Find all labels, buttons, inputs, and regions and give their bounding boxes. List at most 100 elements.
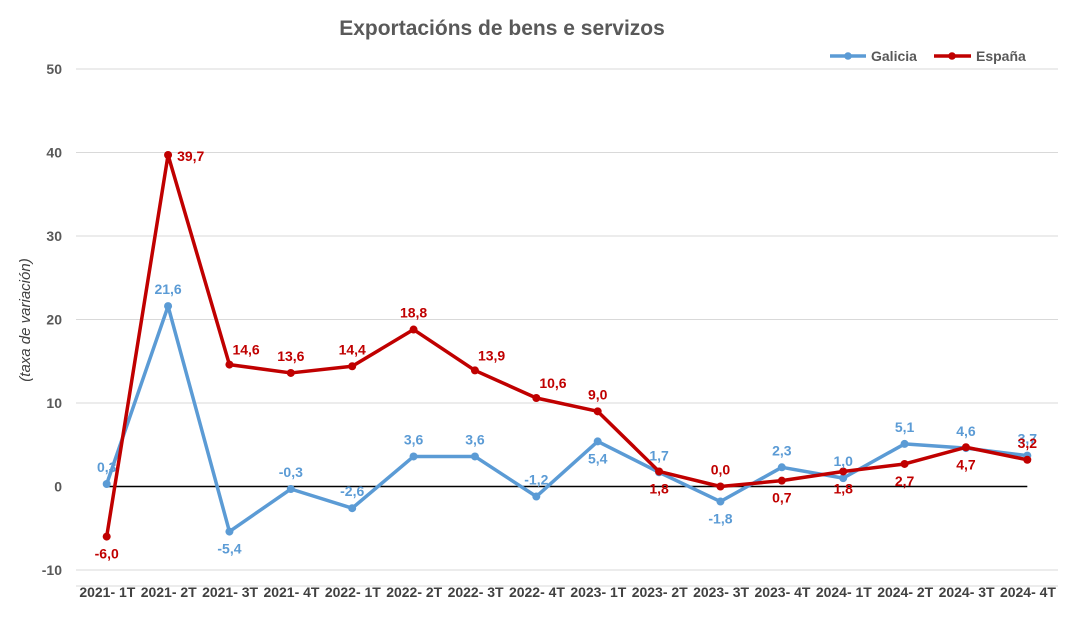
point-0-2	[225, 527, 234, 536]
data-label-0-8: 5,4	[588, 450, 608, 466]
data-label-1-5: 18,8	[400, 305, 427, 321]
point-1-6	[470, 366, 479, 375]
data-label-1-10: 0,0	[711, 462, 731, 478]
point-1-0	[102, 532, 111, 541]
data-label-1-14: 4,7	[956, 456, 976, 472]
zero-axis-line	[76, 485, 1058, 587]
data-label-0-10: -1,8	[708, 511, 732, 527]
data-label-0-4: -2,6	[340, 483, 364, 499]
point-0-3	[286, 485, 295, 494]
point-1-11	[777, 476, 786, 485]
x-tick-label-5: 2022- 2T	[386, 584, 442, 600]
data-labels: 0,3 21,6 -5,4 -0,3 -2,6 3,6 3,6 -1,2 5,4 1,7 -1,8 2…	[95, 148, 1038, 562]
x-tick-label-9: 2023- 2T	[632, 584, 688, 600]
data-label-0-12: 1,0	[833, 453, 853, 469]
data-label-1-4: 14,4	[339, 341, 366, 357]
series-line-0	[104, 304, 1030, 534]
y-tick-label-3: 20	[46, 312, 62, 328]
y-axis-label: (taxa de variación)	[17, 258, 34, 381]
point-1-15	[1023, 455, 1032, 464]
point-0-4	[348, 504, 357, 513]
point-0-10	[716, 497, 725, 506]
x-tick-label-10: 2023- 3T	[693, 584, 749, 600]
chart-title: Exportacións de bens e servizos	[339, 17, 665, 40]
point-0-11	[777, 463, 786, 472]
data-label-0-6: 3,6	[465, 431, 485, 447]
series-line-1	[104, 153, 1030, 539]
x-axis-ticks: 2021- 1T 2021- 2T 2021- 3T 2021- 4T 2022- 1T…	[79, 584, 1056, 600]
data-label-1-2: 14,6	[232, 342, 259, 358]
x-tick-label-15: 2024- 4T	[1000, 584, 1056, 600]
data-label-0-2: -5,4	[217, 541, 241, 557]
point-1-8	[593, 407, 602, 416]
legend-label-galicia: Galicia	[871, 48, 917, 64]
x-tick-label-13: 2024- 2T	[877, 584, 933, 600]
point-1-2	[225, 360, 234, 369]
legend-label-espana: España	[976, 48, 1026, 64]
data-label-0-11: 2,3	[772, 442, 792, 458]
gridlines	[76, 68, 1058, 571]
point-1-12	[839, 467, 848, 476]
point-0-7	[532, 492, 541, 501]
data-label-0-9: 1,7	[649, 447, 669, 463]
data-label-0-3: -0,3	[279, 464, 303, 480]
point-1-3	[286, 368, 295, 377]
point-0-5	[409, 452, 418, 461]
x-tick-label-8: 2023- 1T	[570, 584, 626, 600]
data-label-1-13: 2,7	[895, 473, 915, 489]
x-tick-label-11: 2023- 4T	[754, 584, 810, 600]
point-1-7	[532, 393, 541, 402]
y-tick-label-2: 10	[46, 395, 62, 411]
point-0-0	[102, 479, 111, 488]
data-label-0-15: 3,7	[1018, 431, 1038, 447]
point-1-13	[900, 459, 909, 468]
data-label-1-0: -6,0	[95, 546, 119, 562]
x-tick-label-12: 2024- 1T	[816, 584, 872, 600]
legend-item-galicia: Galicia	[830, 48, 917, 64]
x-tick-label-4: 2022- 1T	[325, 584, 381, 600]
point-0-1	[164, 302, 173, 311]
point-0-13	[900, 439, 909, 448]
data-label-1-7: 10,6	[539, 375, 566, 391]
point-0-6	[470, 452, 479, 461]
point-0-12	[839, 474, 848, 483]
x-tick-label-6: 2022- 3T	[448, 584, 504, 600]
legend-marker-espana	[948, 52, 956, 60]
point-1-14	[961, 443, 970, 452]
point-1-4	[348, 362, 357, 371]
data-label-1-8: 9,0	[588, 386, 608, 402]
data-label-0-7: -1,2	[524, 472, 548, 488]
series-group	[102, 151, 1032, 541]
y-tick-label-1: 0	[54, 479, 62, 495]
data-label-0-5: 3,6	[404, 431, 424, 447]
point-1-9	[655, 467, 664, 476]
x-tick-label-7: 2022- 4T	[509, 584, 565, 600]
data-label-1-6: 13,9	[478, 347, 505, 363]
legend: Galicia España	[830, 48, 1026, 64]
data-label-1-15: 3,2	[1018, 435, 1038, 451]
point-1-1	[164, 151, 173, 160]
point-1-5	[409, 325, 418, 334]
x-tick-label-14: 2024- 3T	[939, 584, 995, 600]
y-axis-ticks: -10 0 10 20 30 40 50	[42, 61, 62, 578]
data-label-0-1: 21,6	[154, 281, 181, 297]
legend-marker-galicia	[844, 52, 852, 60]
x-tick-label-3: 2021- 4T	[263, 584, 319, 600]
data-label-1-9: 1,8	[649, 480, 669, 496]
data-label-0-13: 5,1	[895, 419, 915, 435]
point-0-8	[593, 437, 602, 446]
data-label-1-3: 13,6	[277, 348, 304, 364]
data-label-0-0: 0,3	[97, 459, 117, 475]
point-1-10	[716, 482, 725, 491]
y-tick-label-6: 50	[46, 61, 62, 77]
y-tick-label-0: -10	[42, 562, 62, 578]
x-tick-label-1: 2021- 2T	[141, 584, 197, 600]
x-tick-label-0: 2021- 1T	[79, 584, 135, 600]
data-label-1-1: 39,7	[177, 148, 204, 164]
x-tick-label-2: 2021- 3T	[202, 584, 258, 600]
legend-item-espana: España	[934, 48, 1026, 64]
data-label-0-14: 4,6	[956, 423, 976, 439]
y-tick-label-5: 40	[46, 145, 62, 161]
